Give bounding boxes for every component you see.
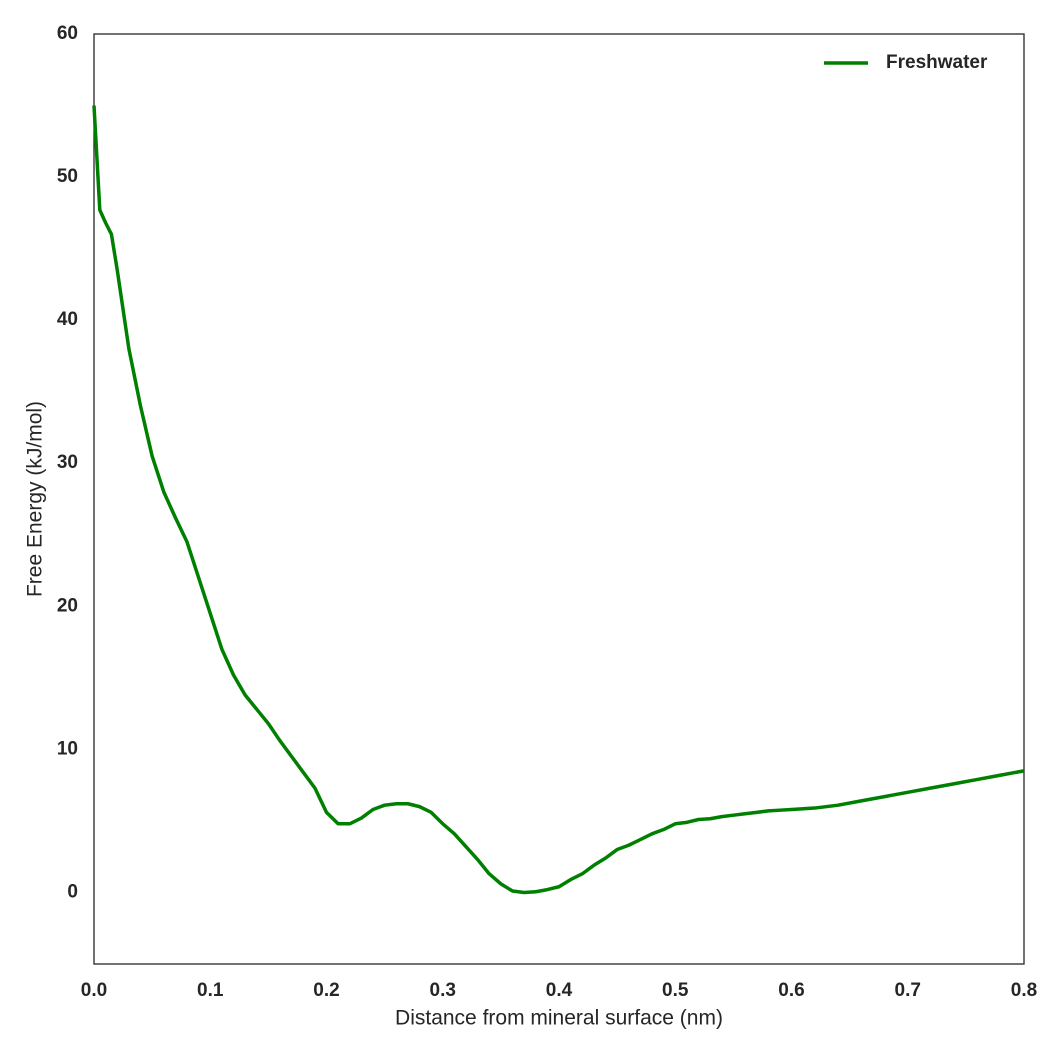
- plot-frame: [93, 33, 1025, 965]
- y-axis-label: Free Energy (kJ/mol): [24, 401, 47, 597]
- x-tick-label: 0.7: [895, 980, 921, 1001]
- data-line: [92, 105, 1025, 895]
- x-tick-label: 0.8: [1011, 980, 1037, 1001]
- x-tick-label: 0.5: [662, 980, 689, 1001]
- x-tick-label: 0.0: [81, 980, 107, 1001]
- x-axis-label: Distance from mineral surface (nm): [395, 1007, 723, 1030]
- y-tick-label: 10: [57, 738, 78, 759]
- y-tick-label: 40: [57, 309, 78, 330]
- y-tick-label: 50: [57, 166, 78, 187]
- x-tick-label: 0.3: [430, 980, 456, 1001]
- y-tick-label: 0: [67, 881, 78, 902]
- x-tick-label: 0.1: [197, 980, 224, 1001]
- x-tick-label: 0.4: [546, 980, 573, 1001]
- y-tick-label: 60: [57, 23, 78, 44]
- x-tick-label: 0.6: [778, 980, 804, 1001]
- legend-label: Freshwater: [886, 52, 988, 73]
- y-tick-label: 30: [57, 452, 78, 473]
- y-tick-label: 20: [57, 595, 78, 616]
- x-tick-label: 0.2: [313, 980, 339, 1001]
